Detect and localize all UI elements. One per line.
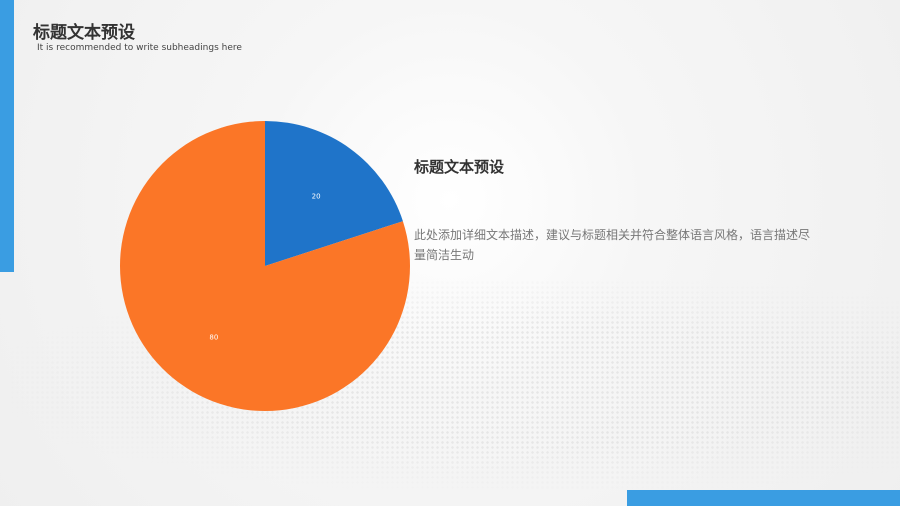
accent-bar-left <box>0 0 14 272</box>
section-description: 此处添加详细文本描述，建议与标题相关并符合整体语言风格，语言描述尽量简洁生动 <box>414 228 811 262</box>
pie-data-label-0: 20 <box>312 193 321 201</box>
pie-slice-1 <box>119 121 410 411</box>
accent-bar-bottom <box>627 490 900 506</box>
pie-data-label-1: 80 <box>209 333 218 341</box>
pie-slice-0 <box>265 121 403 266</box>
page-subtitle: It is recommended to write subheadings h… <box>37 43 242 53</box>
section-heading: 标题文本预设 <box>414 158 505 176</box>
page-title: 标题文本预设 <box>33 23 135 43</box>
